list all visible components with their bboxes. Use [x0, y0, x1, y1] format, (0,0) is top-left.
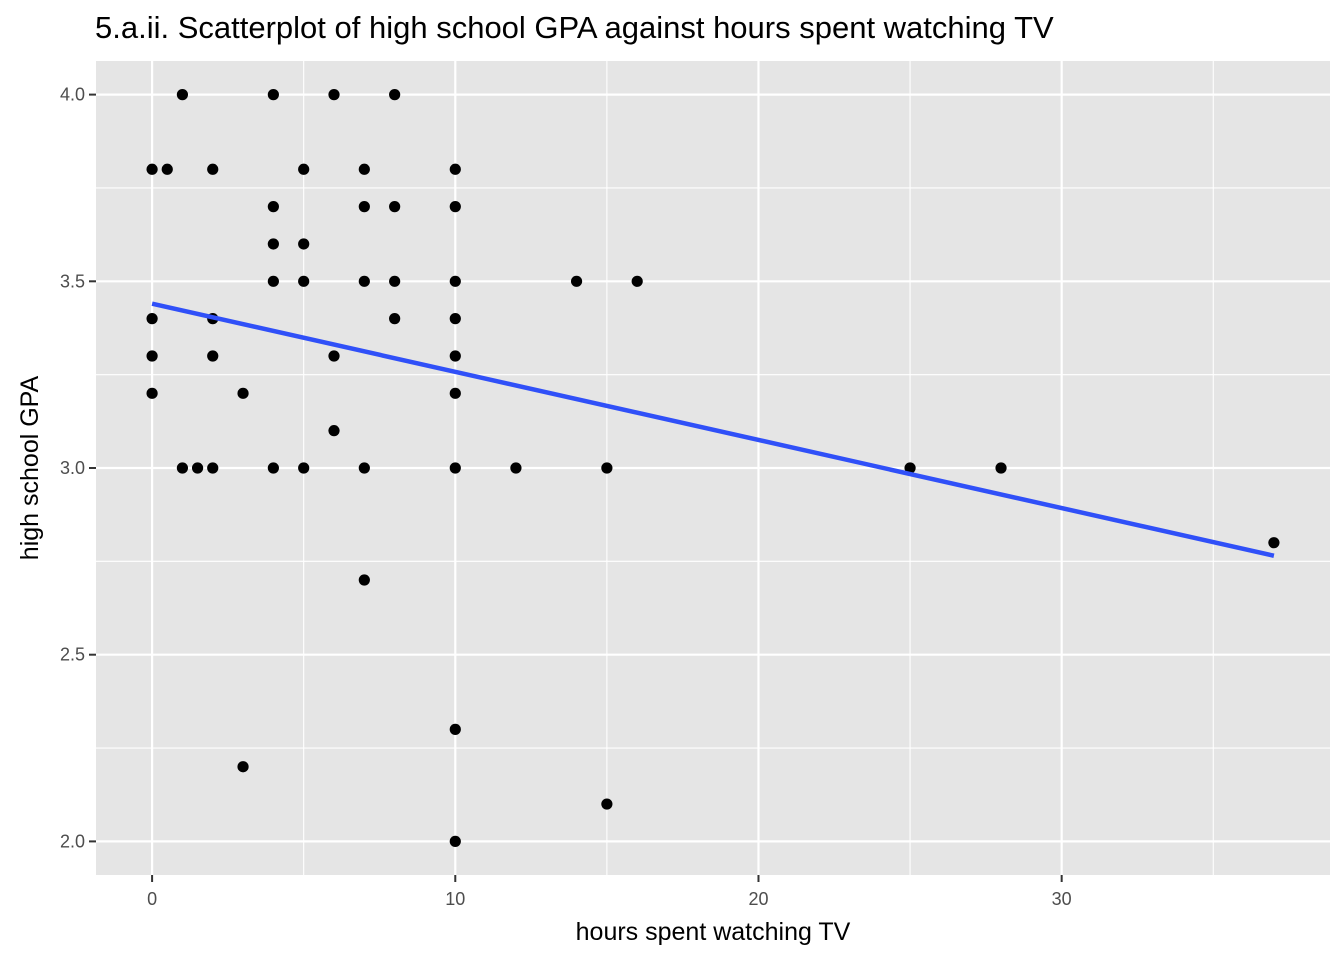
data-point [449, 723, 461, 735]
data-point [328, 350, 340, 362]
data-point [601, 462, 613, 474]
data-point [267, 275, 279, 287]
x-tick-label: 0 [147, 889, 157, 909]
data-point [237, 761, 249, 773]
data-point [389, 275, 401, 287]
data-point [161, 163, 173, 175]
data-point [631, 275, 643, 287]
data-point [510, 462, 522, 474]
data-point [267, 462, 279, 474]
data-point [207, 462, 219, 474]
data-point [449, 313, 461, 325]
data-point [328, 89, 340, 101]
x-tick-label: 30 [1052, 889, 1072, 909]
data-point [267, 89, 279, 101]
data-point [176, 462, 189, 474]
data-point [207, 163, 219, 175]
data-point [449, 163, 461, 175]
regression-line [151, 301, 1275, 558]
data-point [358, 462, 370, 474]
x-axis-title: hours spent watching TV [576, 918, 851, 946]
data-point [267, 201, 279, 213]
y-axis-title: high school GPA [16, 375, 44, 560]
data-point [389, 313, 401, 325]
data-point [389, 201, 401, 213]
y-tick-label: 2.0 [60, 831, 85, 851]
data-point [146, 387, 158, 399]
data-point [146, 313, 158, 325]
data-points [146, 89, 1280, 847]
data-point [176, 89, 189, 101]
x-axis-ticks: 0 10 20 30 [147, 875, 1072, 909]
y-tick-label: 3.0 [60, 458, 85, 478]
data-point [146, 163, 158, 175]
data-point [298, 238, 310, 250]
data-point [191, 462, 204, 474]
data-point [267, 238, 279, 250]
data-point [449, 835, 461, 847]
data-point [358, 275, 370, 287]
data-point [237, 387, 249, 399]
data-point [328, 425, 340, 437]
data-point [146, 350, 158, 362]
data-point [570, 275, 583, 287]
data-point [449, 462, 461, 474]
data-point [449, 201, 461, 213]
data-point [995, 462, 1007, 474]
data-point [298, 275, 310, 287]
x-tick-label: 10 [445, 889, 465, 909]
y-tick-label: 3.5 [60, 271, 85, 291]
data-point [298, 163, 310, 175]
data-point [449, 350, 461, 362]
data-point [449, 275, 461, 287]
data-point [358, 163, 370, 175]
data-point [358, 574, 370, 586]
data-point [389, 89, 401, 101]
data-point [207, 350, 219, 362]
y-tick-label: 2.5 [60, 645, 85, 665]
x-tick-label: 20 [748, 889, 768, 909]
y-axis-ticks: 2.0 2.5 3.0 3.5 4.0 [60, 85, 96, 851]
data-point [298, 462, 310, 474]
data-point [1268, 537, 1280, 549]
data-point [449, 387, 461, 399]
chart-title: 5.a.ii. Scatterplot of high school GPA a… [95, 10, 1054, 45]
data-point [904, 462, 916, 474]
data-point [358, 201, 370, 213]
y-tick-label: 4.0 [60, 85, 85, 105]
data-point [601, 798, 613, 810]
